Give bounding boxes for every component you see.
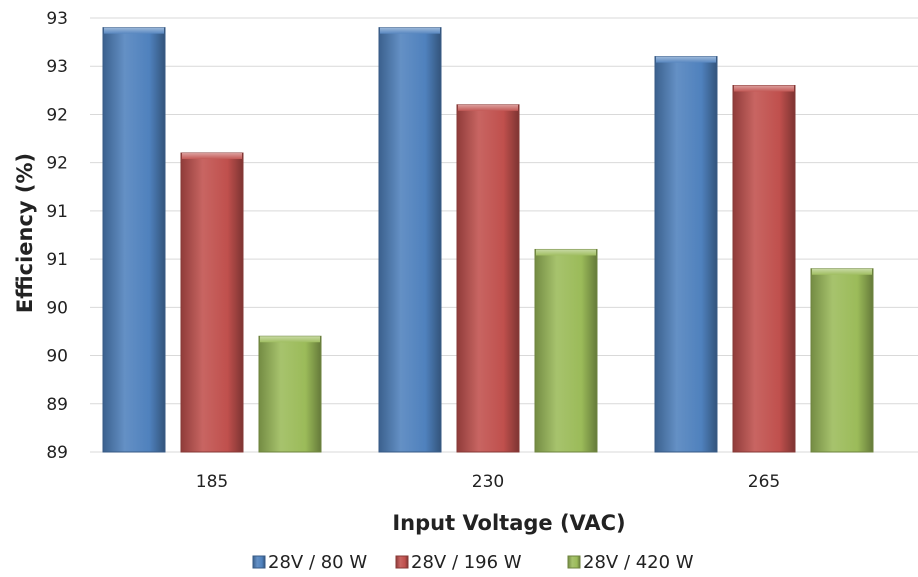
bar-body — [102, 27, 166, 453]
bar-body — [732, 85, 796, 453]
bar-185-1 — [102, 27, 166, 453]
legend-swatch — [567, 555, 581, 569]
x-tick-label: 230 — [472, 472, 504, 492]
bar-cap — [536, 249, 596, 256]
x-tick-label: 185 — [196, 472, 228, 492]
y-tick-label: 90 — [46, 298, 68, 318]
legend-item: 28V / 420 W — [567, 552, 694, 573]
bar-body — [456, 104, 520, 453]
y-axis-ticks: 89 89 90 90 91 91 92 92 93 93 — [46, 9, 68, 463]
legend-swatch — [395, 555, 409, 569]
legend-label: 28V / 80 W — [268, 552, 367, 573]
bar-230-3 — [534, 248, 598, 453]
x-axis-ticks: 185 230 265 — [196, 472, 780, 492]
bar-185-3 — [258, 335, 322, 453]
bar-185-2 — [180, 152, 244, 453]
bar-body — [534, 248, 598, 453]
bar-cap — [260, 336, 320, 343]
legend: 28V / 80 W 28V / 196 W 28V / 420 W — [252, 552, 694, 573]
legend-item: 28V / 196 W — [395, 552, 522, 573]
bar-265-1 — [654, 56, 718, 453]
y-tick-label: 92 — [46, 154, 68, 174]
x-axis-title: Input Voltage (VAC) — [392, 511, 625, 535]
y-tick-label: 93 — [46, 9, 68, 29]
bar-body — [258, 335, 322, 453]
bar-cap — [734, 85, 794, 92]
y-tick-label: 93 — [46, 57, 68, 77]
bar-cap — [380, 27, 440, 34]
y-tick-label: 89 — [46, 443, 68, 463]
legend-label: 28V / 420 W — [583, 552, 694, 573]
bar-cap — [182, 153, 242, 160]
y-tick-label: 89 — [46, 395, 68, 415]
bar-cap — [458, 104, 518, 111]
bar-230-2 — [456, 104, 520, 453]
bar-body — [654, 56, 718, 453]
bar-230-1 — [378, 27, 442, 453]
bar-265-3 — [810, 268, 874, 453]
y-tick-label: 91 — [46, 250, 68, 270]
bar-body — [810, 268, 874, 453]
legend-swatch — [252, 555, 266, 569]
bar-265-2 — [732, 85, 796, 453]
bar-cap — [104, 27, 164, 34]
bar-body — [378, 27, 442, 453]
y-axis-title: Efficiency (%) — [13, 153, 37, 313]
legend-label: 28V / 196 W — [411, 552, 522, 573]
bar-cap — [656, 56, 716, 63]
x-tick-label: 265 — [748, 472, 780, 492]
bar-cap — [812, 268, 872, 275]
legend-item: 28V / 80 W — [252, 552, 367, 573]
bars — [102, 27, 874, 453]
y-tick-label: 90 — [46, 347, 68, 367]
bar-body — [180, 152, 244, 453]
y-tick-label: 91 — [46, 202, 68, 222]
y-tick-label: 92 — [46, 105, 68, 125]
